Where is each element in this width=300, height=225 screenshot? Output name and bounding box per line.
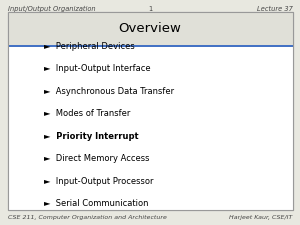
Text: ►  Input-Output Processor: ► Input-Output Processor bbox=[44, 177, 153, 186]
Text: ►  Direct Memory Access: ► Direct Memory Access bbox=[44, 154, 149, 163]
Text: CSE 211, Computer Organization and Architecture: CSE 211, Computer Organization and Archi… bbox=[8, 215, 166, 220]
Text: ►  Modes of Transfer: ► Modes of Transfer bbox=[44, 109, 130, 118]
Text: ►  Input-Output Interface: ► Input-Output Interface bbox=[44, 64, 150, 73]
Text: Overview: Overview bbox=[118, 22, 182, 35]
Text: Harjeet Kaur, CSE/IT: Harjeet Kaur, CSE/IT bbox=[229, 215, 292, 220]
Text: ►  Peripheral Devices: ► Peripheral Devices bbox=[44, 42, 134, 51]
Text: ►  Asynchronous Data Transfer: ► Asynchronous Data Transfer bbox=[44, 87, 174, 96]
Text: Lecture 37: Lecture 37 bbox=[256, 6, 292, 12]
Text: ►  Priority Interrupt: ► Priority Interrupt bbox=[44, 132, 138, 141]
Text: Input/Output Organization: Input/Output Organization bbox=[8, 6, 95, 12]
Text: 1: 1 bbox=[148, 6, 152, 12]
Text: ►  Serial Communication: ► Serial Communication bbox=[44, 199, 148, 208]
